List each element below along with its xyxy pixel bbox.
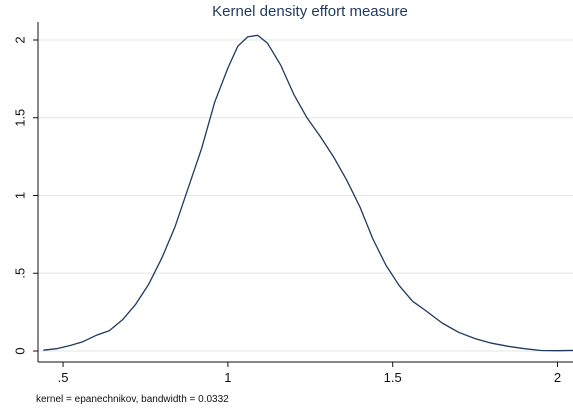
x-tick-label-1: 1 [224,370,231,385]
series-layer [43,34,573,352]
axes: 0 .5 1 1.5 2 .5 1 1.5 2 [13,22,573,385]
chart-title: Kernel density effort measure [212,3,408,20]
y-tick-label-4: 2 [13,36,28,43]
x-tick-label-3: 2 [554,370,561,385]
y-tick-label-2: 1 [13,192,28,199]
x-tick-label-2: 1.5 [384,370,402,385]
y-tick-label-1: .5 [13,268,28,279]
gridlines [38,39,573,352]
x-tick-label-0: .5 [58,370,69,385]
y-tick-label-0: 0 [13,347,28,354]
kernel-note: kernel = epanechnikov, bandwidth = 0.033… [36,394,229,405]
y-tick-label-3: 1.5 [13,109,28,127]
density-curve-0 [43,34,573,352]
